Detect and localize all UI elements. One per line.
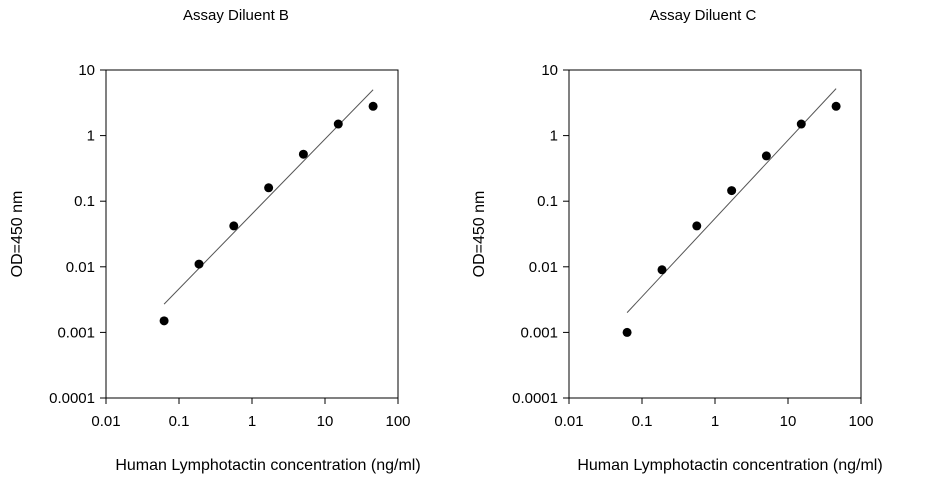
y-axis-label: OD=450 nm xyxy=(9,191,26,278)
data-point xyxy=(159,316,169,326)
y-tick-label: 1 xyxy=(550,128,558,145)
y-tick-label: 0.01 xyxy=(529,259,558,276)
x-tick-label: 100 xyxy=(385,413,410,430)
x-axis-label: Human Lymphotactin concentration (ng/ml) xyxy=(115,457,420,474)
y-tick-label: 0.1 xyxy=(537,193,558,210)
plot-frame xyxy=(568,69,862,399)
data-point xyxy=(368,101,378,111)
x-tick-label: 0.01 xyxy=(554,413,583,430)
y-tick-label: 0.0001 xyxy=(512,390,558,407)
y-tick-label: 0.001 xyxy=(520,324,558,341)
x-tick-label: 0.1 xyxy=(169,413,190,430)
data-point xyxy=(692,221,702,231)
chart-title: Assay Diluent C xyxy=(650,7,757,24)
data-point xyxy=(796,119,806,129)
x-tick-label: 0.01 xyxy=(91,413,120,430)
x-axis-label: Human Lymphotactin concentration (ng/ml) xyxy=(577,457,882,474)
x-tick-label: 100 xyxy=(848,413,873,430)
data-point xyxy=(761,151,771,161)
data-point xyxy=(298,149,308,159)
data-point xyxy=(831,101,841,111)
y-axis-label: OD=450 nm xyxy=(471,191,488,278)
y-tick-label: 1 xyxy=(87,128,95,145)
y-tick-label: 0.01 xyxy=(66,259,95,276)
data-point xyxy=(333,119,343,129)
x-tick-label: 10 xyxy=(780,413,797,430)
data-point xyxy=(622,327,632,337)
x-tick-label: 1 xyxy=(711,413,719,430)
y-tick-label: 10 xyxy=(78,62,95,79)
chart-panel-assay-diluent-b: Assay Diluent B 0.01 0.1 1 10 100 0.0001 0.001 0… xyxy=(9,7,421,474)
plot-frame xyxy=(105,69,399,399)
data-point xyxy=(657,265,667,275)
y-tick-label: 0.0001 xyxy=(49,390,95,407)
x-tick-label: 0.1 xyxy=(632,413,653,430)
chart-title: Assay Diluent B xyxy=(183,7,289,24)
data-point xyxy=(229,221,239,231)
data-point xyxy=(194,259,204,269)
chart-panel-assay-diluent-c: Assay Diluent C 0.01 0.1 1 10 100 0.0001 0.001 0… xyxy=(471,7,883,474)
y-tick-label: 0.001 xyxy=(57,324,95,341)
y-tick-label: 0.1 xyxy=(74,193,95,210)
x-tick-label: 1 xyxy=(248,413,256,430)
data-point xyxy=(264,183,274,193)
data-point xyxy=(727,186,737,196)
y-tick-label: 10 xyxy=(541,62,558,79)
x-tick-label: 10 xyxy=(317,413,334,430)
